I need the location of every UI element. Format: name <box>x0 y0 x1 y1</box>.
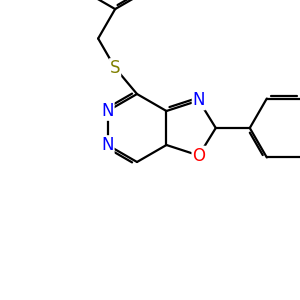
Text: O: O <box>192 146 205 164</box>
Text: N: N <box>101 136 114 154</box>
Text: N: N <box>101 102 114 120</box>
Text: N: N <box>193 92 205 110</box>
Text: S: S <box>110 59 120 77</box>
